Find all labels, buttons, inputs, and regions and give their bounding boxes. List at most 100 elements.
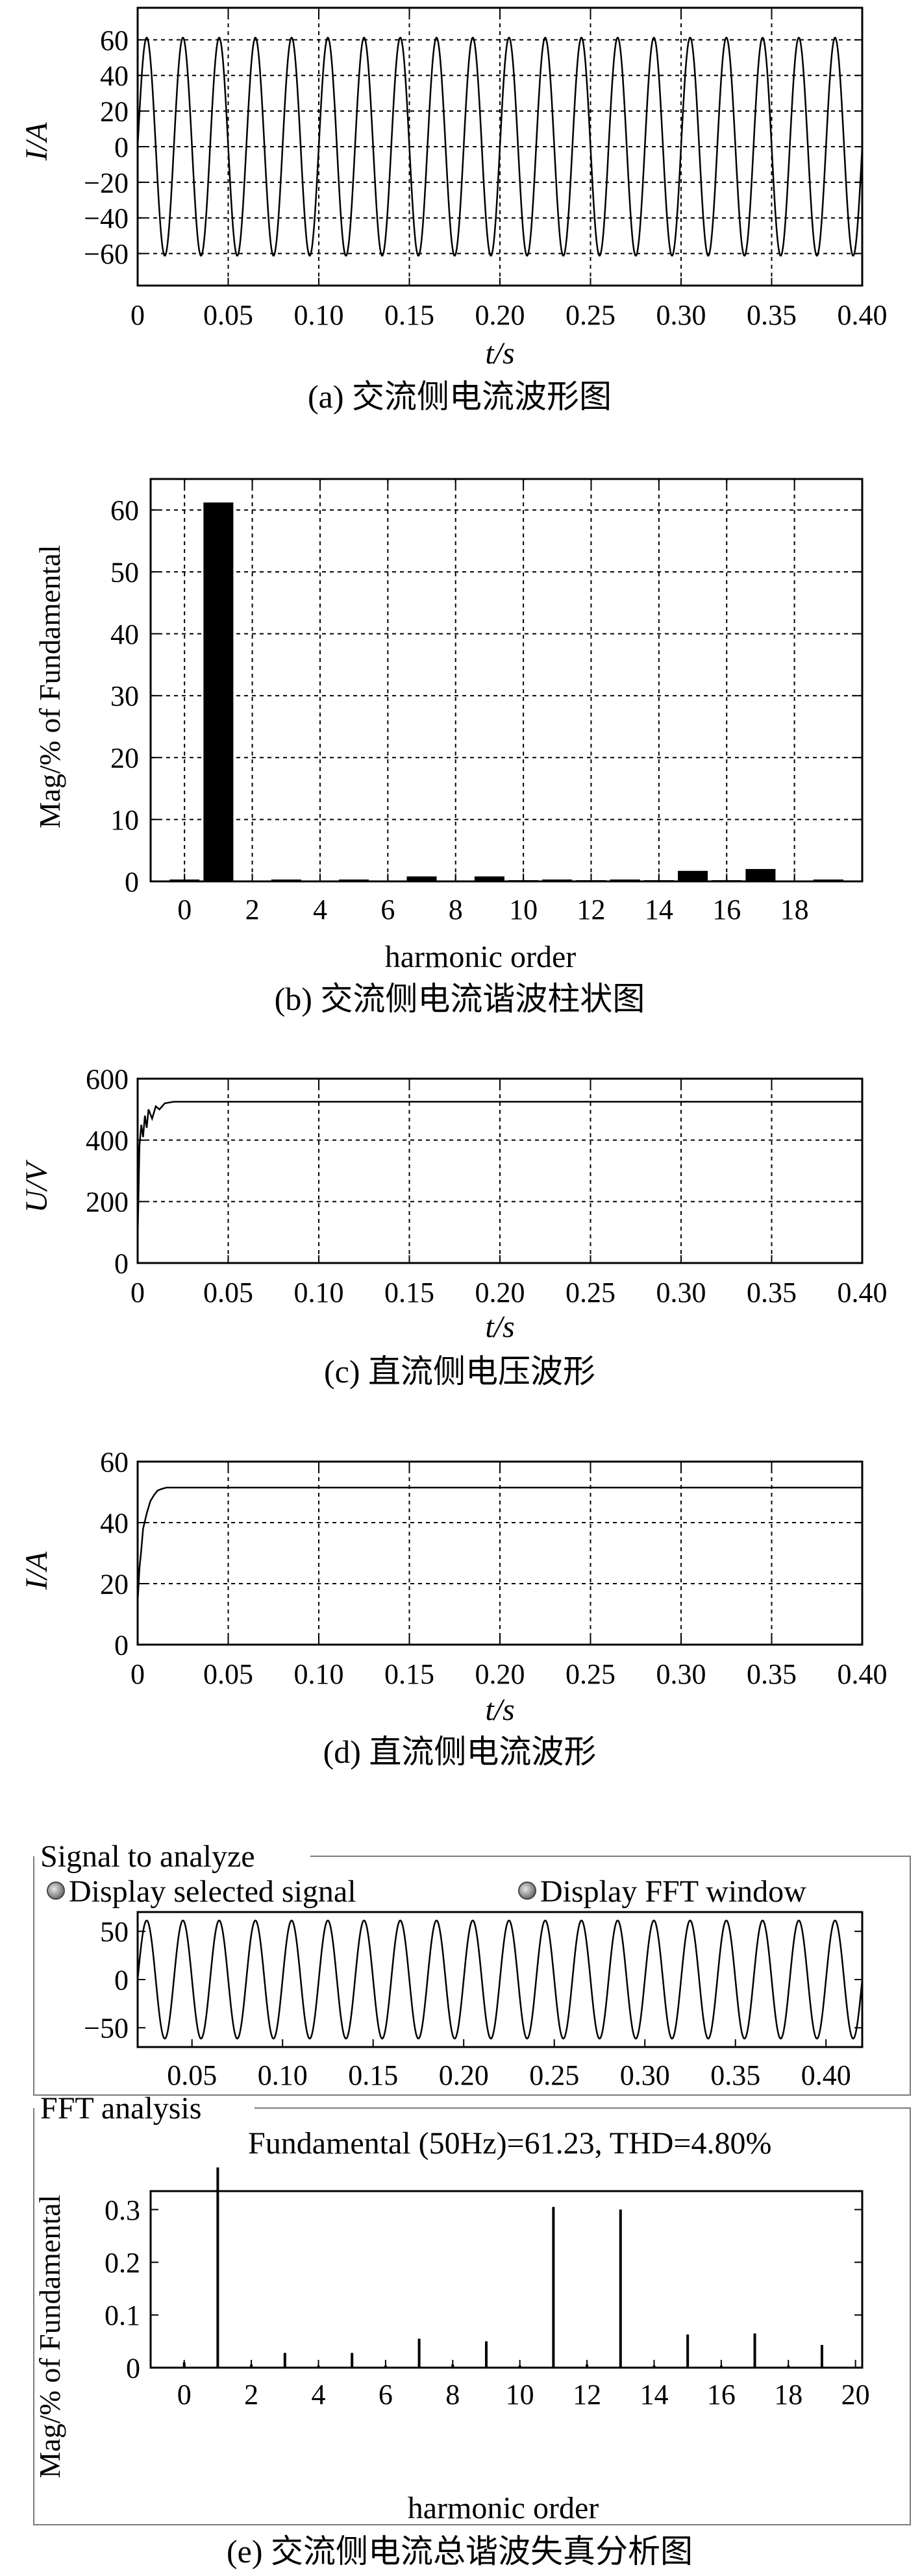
x-tick-label: 0.40 [838,299,888,331]
y-tick-label: 0.1 [105,2300,140,2331]
chart-d-x-tick-labels: 0 0.05 0.10 0.15 0.20 0.25 0.30 0.35 0.40 [131,1658,888,1690]
x-tick-label: 0.15 [348,2059,398,2091]
chart-a-x-axis-label: t/s [485,336,514,371]
y-tick-label: 400 [86,1125,129,1157]
chart-c-series [136,1101,862,1239]
y-tick-label: 0 [114,1247,129,1279]
y-tick-label: 40 [100,1507,129,1539]
chart-d-x-axis-label: t/s [485,1693,514,1727]
chart-a-x-tick-labels: 0 0.05 0.10 0.15 0.20 0.25 0.30 0.35 0.40 [131,299,888,331]
x-tick-label: 14 [640,2379,668,2410]
x-tick-label: 0.15 [384,1277,434,1308]
chart-a-ticks [137,8,863,286]
x-tick-label: 8 [449,894,463,926]
chart-e2-x-tick-labels: 0 2 4 6 8 10 12 14 16 18 20 [177,2379,870,2410]
chart-c-caption: (c) 直流侧电压波形 [324,1353,595,1390]
y-tick-label: −40 [84,202,129,234]
chart-d-caption: (d) 直流侧电流波形 [323,1734,597,1770]
chart-b: 0 2 4 6 8 10 12 14 16 18 0 10 20 30 40 50 60 harmonic o… [33,478,864,1017]
x-tick-label: 0.30 [656,1658,706,1690]
x-tick-label: 0.40 [838,1658,888,1690]
chart-b-bar [745,868,776,881]
radio-selected-icon [47,1882,65,1900]
x-tick-label: 0.05 [203,1277,253,1308]
chart-c-y-tick-labels: 0 200 400 600 [86,1063,129,1279]
display-fft-window-radio[interactable]: Display FFT window [518,1874,806,1909]
chart-d-y-tick-labels: 0 20 40 60 [100,1446,129,1661]
x-tick-label: 4 [311,2379,325,2410]
chart-b-y-axis-label: Mag/% of Fundamental [33,545,66,829]
chart-e2-y-axis-label: Mag/% of Fundamental [33,2195,66,2479]
chart-e2-y-tick-labels: 0 0.1 0.2 0.3 [105,2194,140,2385]
fft-annotation: Fundamental (50Hz)=61.23, THD=4.80% [248,2126,771,2161]
x-tick-label: 0.10 [294,1658,344,1690]
chart-c-x-tick-labels: 0 0.05 0.10 0.15 0.20 0.25 0.30 0.35 0.40 [131,1277,888,1308]
y-tick-label: 200 [86,1186,129,1218]
x-tick-label: 0.35 [747,1658,797,1690]
x-tick-label: 12 [573,2379,601,2410]
fft-panel-title: FFT analysis [40,2091,201,2126]
x-tick-label: 0.05 [203,1658,253,1690]
y-tick-label: 50 [100,1916,129,1948]
y-tick-label: 60 [100,25,129,56]
x-tick-label: 0.15 [384,1658,434,1690]
chart-d-plot-frame [136,1460,864,1646]
chart-b-x-axis-label: harmonic order [385,940,577,974]
fft-panel-border [33,2107,911,2525]
x-tick-label: 0 [177,894,192,926]
y-tick-label: 0 [125,866,139,898]
display-selected-signal-label: Display selected signal [69,1874,356,1909]
x-tick-label: 0.40 [838,1277,888,1308]
chart-d-y-axis-label: I/A [19,1551,54,1590]
x-tick-label: 0.20 [475,1658,525,1690]
signal-panel-title: Signal to analyze [40,1839,255,1874]
y-tick-label: 20 [100,1568,129,1600]
x-tick-label: 18 [774,2379,802,2410]
x-tick-label: 0 [177,2379,192,2410]
chart-b-caption: (b) 交流侧电流谐波柱状图 [275,981,645,1017]
chart-e-caption: (e) 交流侧电流总谐波失真分析图 [227,2533,693,2570]
chart-d-line [136,1486,862,1602]
x-tick-label: 0 [131,1658,145,1690]
y-tick-label: 20 [110,742,139,774]
display-selected-signal-radio[interactable]: Display selected signal [47,1874,356,1909]
y-tick-label: 60 [100,1446,129,1478]
chart-e2-plot-frame [149,2190,864,2369]
signal-panel-border [33,1856,911,2096]
x-tick-label: 0.35 [747,1277,797,1308]
x-tick-label: 12 [577,894,605,926]
chart-b-bar [678,870,708,881]
x-tick-label: 2 [245,894,260,926]
chart-b-bar [203,502,234,881]
chart-e2-bars [182,2167,823,2368]
y-tick-label: 600 [86,1063,129,1095]
x-tick-label: 0.25 [529,2059,579,2091]
chart-e1-y-tick-labels: 50 0 −50 [84,1916,129,2044]
y-tick-label: 0 [114,131,129,163]
y-tick-label: 0.2 [105,2247,140,2279]
x-tick-label: 18 [780,894,809,926]
chart-d-grid [138,1462,862,1645]
x-tick-label: 14 [645,894,673,926]
y-tick-label: 0 [114,1964,129,1996]
x-tick-label: 0.05 [167,2059,217,2091]
chart-e2-x-axis-label: harmonic order [408,2491,599,2525]
x-tick-label: 16 [707,2379,736,2410]
x-tick-label: 8 [445,2379,460,2410]
radio-fft-icon [518,1882,536,1900]
chart-c-line [136,1101,862,1239]
chart-a-grid [138,8,862,286]
x-tick-label: 10 [509,894,538,926]
y-tick-label: −20 [84,167,129,199]
display-fft-window-label: Display FFT window [540,1874,806,1909]
y-tick-label: 10 [110,804,139,836]
chart-c-x-axis-label: t/s [485,1310,514,1344]
x-tick-label: 0.20 [475,299,525,331]
chart-a-caption: (a) 交流侧电流波形图 [308,378,612,415]
x-tick-label: 0.10 [258,2059,308,2091]
x-tick-label: 0.35 [747,299,797,331]
x-tick-label: 4 [313,894,327,926]
chart-b-bar [406,876,437,881]
chart-e1-x-tick-labels: 0.05 0.10 0.15 0.20 0.25 0.30 0.35 0.40 [167,2059,851,2091]
